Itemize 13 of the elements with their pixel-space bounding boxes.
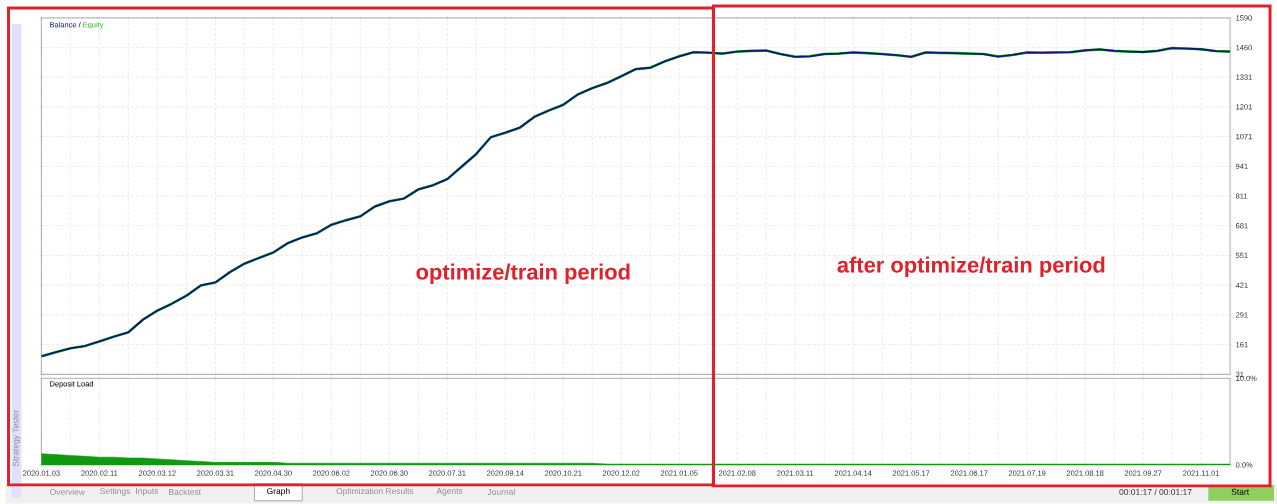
text: Inputs [136, 488, 159, 496]
annotation: optimize/train period [416, 263, 630, 285]
text: Start [1231, 488, 1250, 495]
text: Settings [100, 487, 131, 496]
text: Overview [50, 488, 85, 496]
text: 00:01:17 / 00:01:17 [1119, 488, 1192, 496]
text: Optimization Results [336, 487, 414, 496]
annotation: after optimize/train period [837, 256, 1105, 278]
text: Journal [487, 488, 515, 496]
text: Backtest [169, 488, 201, 496]
text: Agents [436, 488, 463, 496]
text: Strategy Tester [12, 409, 21, 467]
text: Graph [267, 487, 290, 496]
